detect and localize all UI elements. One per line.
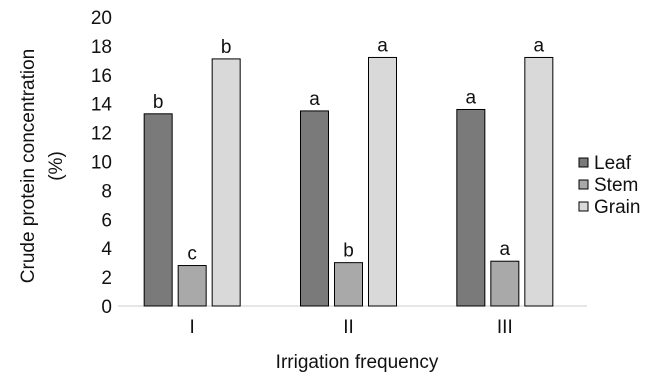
legend-swatch-stem bbox=[578, 179, 589, 190]
bar-leaf-iii bbox=[456, 108, 486, 307]
bar-label-grain-iii: a bbox=[534, 35, 545, 56]
x-tick-label: III bbox=[497, 317, 513, 338]
bar-label-leaf-i: b bbox=[153, 92, 164, 113]
x-axis-title: Irrigation frequency bbox=[276, 352, 439, 373]
y-tick-label: 10 bbox=[91, 153, 112, 174]
x-axis: I II III bbox=[190, 317, 513, 338]
bar-grain-i bbox=[211, 58, 241, 307]
bar-stem-i bbox=[177, 265, 207, 307]
bar-label-stem-iii: a bbox=[500, 239, 511, 260]
legend-swatch-grain bbox=[578, 201, 589, 212]
bar-label-leaf-ii: a bbox=[309, 89, 320, 110]
legend-label-stem: Stem bbox=[594, 175, 638, 196]
bar-label-grain-ii: a bbox=[377, 35, 388, 56]
y-tick-label: 14 bbox=[91, 95, 113, 116]
y-tick-label: 4 bbox=[101, 239, 112, 260]
y-tick-label: 8 bbox=[101, 181, 112, 202]
bar-grain-ii bbox=[368, 56, 397, 307]
bar-leaf-i bbox=[143, 113, 173, 307]
x-tick-label: I bbox=[190, 317, 195, 338]
bar-label-stem-i: c bbox=[187, 244, 197, 265]
y-tick-label: 0 bbox=[101, 297, 112, 318]
bar-stem-iii bbox=[490, 260, 520, 307]
x-tick-label: II bbox=[343, 317, 354, 338]
bar-labels: b c b a b a a a a bbox=[153, 35, 545, 264]
y-tick-label: 12 bbox=[91, 124, 112, 145]
y-axis-title: Crude protein concentration (%) bbox=[18, 49, 67, 283]
y-axis: 0 2 4 6 8 10 12 14 16 18 20 bbox=[91, 8, 113, 318]
y-tick-label: 18 bbox=[91, 37, 112, 58]
bar-label-stem-ii: b bbox=[343, 241, 354, 262]
y-axis-title-line-1: Crude protein concentration bbox=[18, 49, 39, 283]
bar-grain-iii bbox=[524, 56, 554, 307]
bar-leaf-ii bbox=[300, 110, 329, 307]
bar-label-grain-i: b bbox=[221, 37, 232, 58]
y-tick-label: 6 bbox=[101, 210, 112, 231]
y-tick-label: 20 bbox=[91, 8, 112, 29]
legend-swatch-leaf bbox=[578, 157, 589, 168]
bars bbox=[143, 56, 554, 307]
y-axis-title-line-2: (%) bbox=[46, 151, 67, 181]
bar-stem-ii bbox=[334, 262, 363, 307]
legend-label-grain: Grain bbox=[594, 197, 640, 218]
y-tick-label: 16 bbox=[91, 66, 112, 87]
bar-label-leaf-iii: a bbox=[466, 87, 477, 108]
legend-label-leaf: Leaf bbox=[594, 153, 632, 174]
y-tick-label: 2 bbox=[101, 268, 112, 289]
